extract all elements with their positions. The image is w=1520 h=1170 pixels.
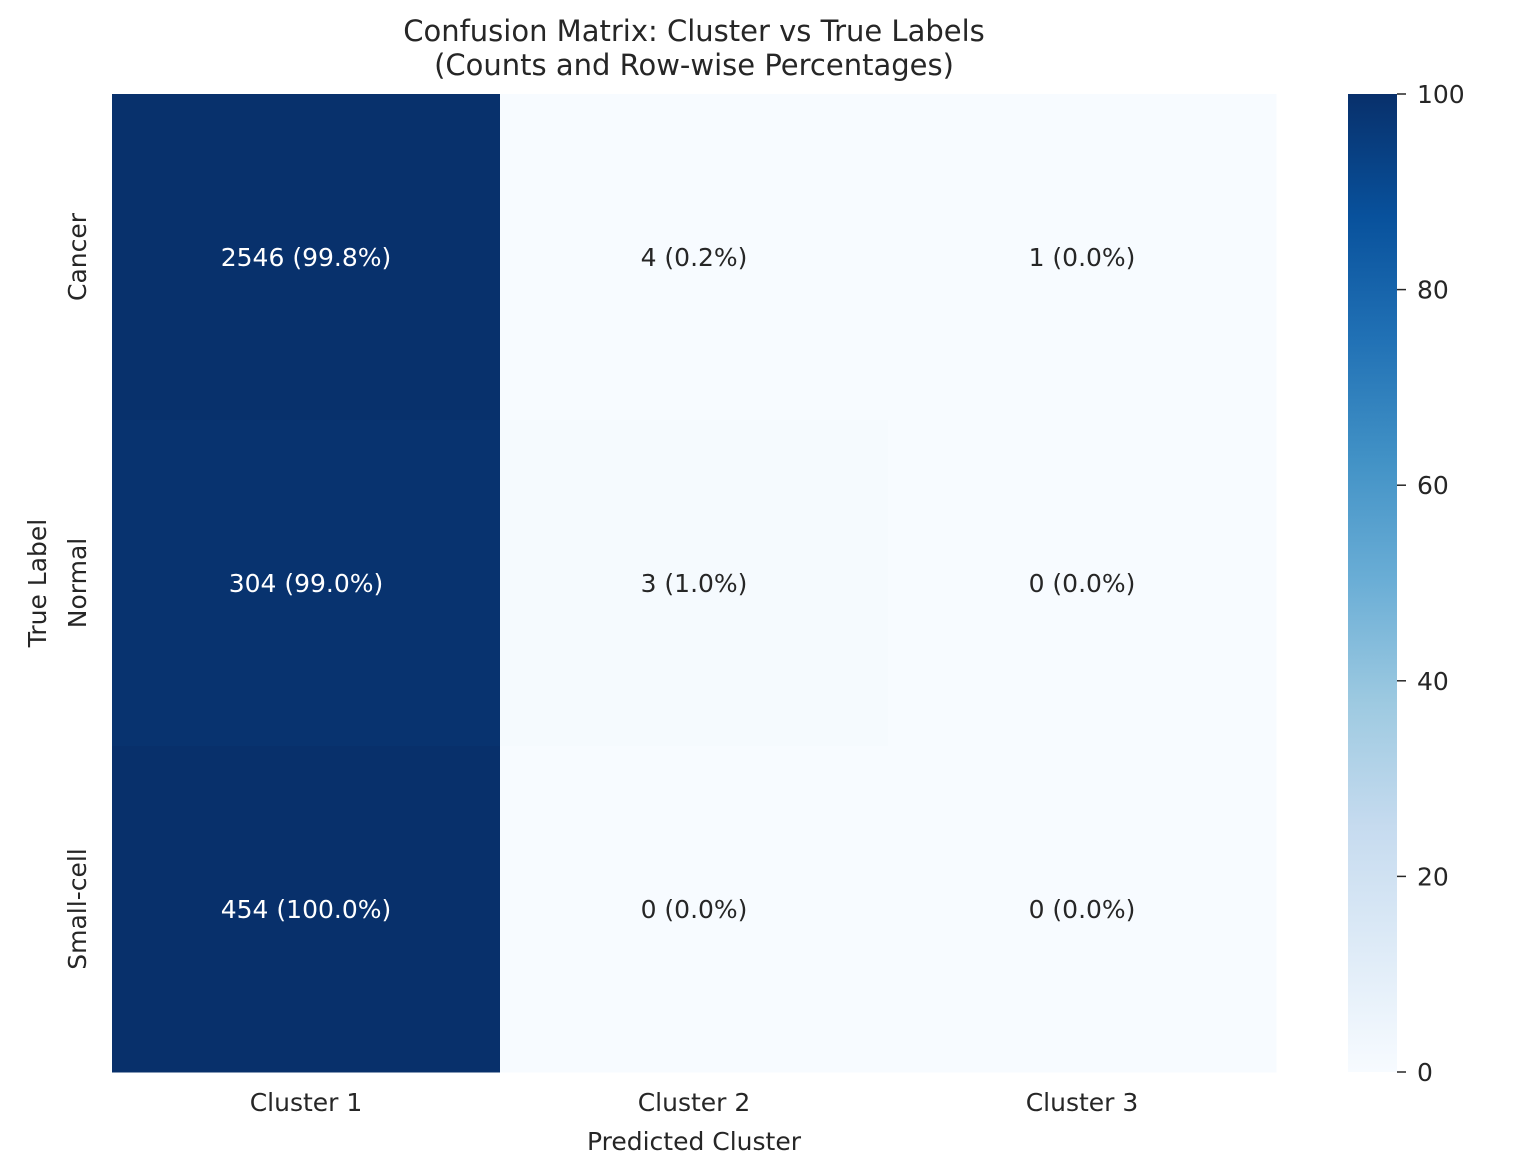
cell-label: 454 (100.0%) <box>221 895 392 924</box>
chart-title: Confusion Matrix: Cluster vs True Labels <box>403 14 985 48</box>
colorbar-tick-label: 60 <box>1417 471 1449 500</box>
colorbar-tick-label: 80 <box>1417 276 1449 305</box>
y-tick-label: Cancer <box>63 212 92 301</box>
cell-label: 3 (1.0%) <box>641 569 748 598</box>
heatmap-cell <box>888 94 1277 421</box>
heatmap-cell <box>500 746 889 1073</box>
y-axis-ticks: Cancer Normal Small-cell <box>63 212 92 969</box>
cell-label: 4 (0.2%) <box>641 243 748 272</box>
heatmap-cell <box>112 746 501 1073</box>
cell-label: 2546 (99.8%) <box>221 243 392 272</box>
heatmap-cell <box>888 420 1277 747</box>
heatmap-cell <box>500 94 889 421</box>
cell-label: 304 (99.0%) <box>229 569 384 598</box>
colorbar-tick-label: 100 <box>1417 80 1465 109</box>
y-axis-label: True Label <box>23 519 52 649</box>
heatmap-cell <box>888 746 1277 1073</box>
y-tick-label: Small-cell <box>63 848 92 969</box>
x-axis-label: Predicted Cluster <box>587 1127 802 1156</box>
colorbar-tick-label: 20 <box>1417 862 1449 891</box>
y-tick-label: Normal <box>63 538 92 628</box>
chart-subtitle: (Counts and Row-wise Percentages) <box>434 48 954 82</box>
cell-label: 0 (0.0%) <box>1029 569 1136 598</box>
cell-label: 0 (0.0%) <box>1029 895 1136 924</box>
cell-label: 1 (0.0%) <box>1029 243 1136 272</box>
x-tick-label: Cluster 2 <box>638 1088 751 1117</box>
heatmap-cell <box>500 420 889 747</box>
heatmap-cell <box>112 94 501 421</box>
x-tick-label: Cluster 3 <box>1026 1088 1139 1117</box>
x-axis-ticks: Cluster 1 Cluster 2 Cluster 3 <box>250 1088 1139 1117</box>
colorbar-tick-label: 0 <box>1417 1058 1433 1087</box>
colorbar-gradient <box>1348 94 1397 1072</box>
heatmap-cell <box>112 420 501 747</box>
heatmap-cells: 2546 (99.8%) 4 (0.2%) 1 (0.0%) 304 (99.0%) 3… <box>112 94 1277 1073</box>
colorbar: 0 20 40 60 80 100 <box>1348 80 1465 1087</box>
cell-label: 0 (0.0%) <box>641 895 748 924</box>
colorbar-tick-label: 40 <box>1417 667 1449 696</box>
x-tick-label: Cluster 1 <box>250 1088 363 1117</box>
